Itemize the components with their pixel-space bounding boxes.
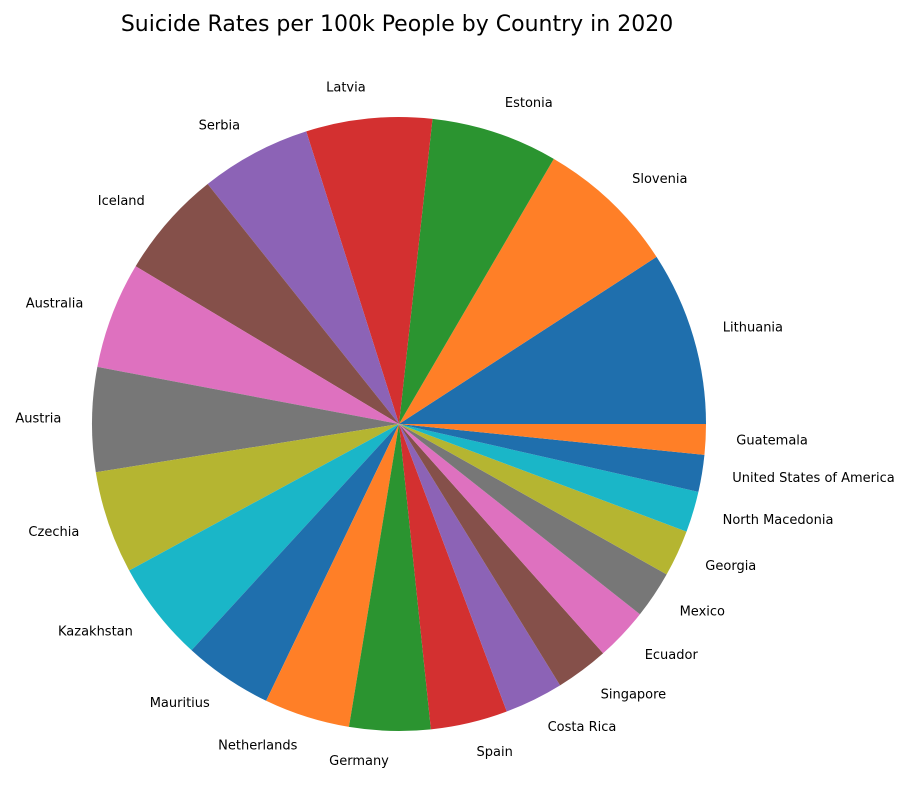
- chart-title: Suicide Rates per 100k People by Country…: [121, 12, 673, 37]
- slice-label-north-macedonia: North Macedonia: [723, 513, 834, 528]
- slice-label-latvia: Latvia: [326, 80, 366, 95]
- pie-slice-spain: [399, 424, 507, 730]
- slice-label-slovenia: Slovenia: [632, 172, 687, 187]
- pie-slice-estonia: [399, 118, 554, 424]
- pie-slice-netherlands: [266, 424, 399, 727]
- pie-slice-slovenia: [399, 158, 657, 424]
- slice-label-australia: Australia: [26, 297, 84, 312]
- pie-slice-czechia: [95, 424, 399, 571]
- pie-slice-mexico: [399, 424, 667, 615]
- slice-label-austria: Austria: [15, 412, 61, 427]
- pie-slice-united-states-of-america: [399, 424, 705, 492]
- slice-label-estonia: Estonia: [505, 96, 553, 111]
- pie-slice-iceland: [135, 183, 399, 424]
- pie-slice-germany: [348, 424, 431, 731]
- slice-label-iceland: Iceland: [98, 194, 145, 209]
- slice-label-netherlands: Netherlands: [218, 739, 297, 754]
- pie-slice-mauritius: [191, 424, 399, 701]
- pie-slice-lithuania: [399, 256, 706, 424]
- pie-slices: [92, 117, 706, 731]
- slice-label-united-states-of-america: United States of America: [732, 471, 894, 486]
- slice-label-kazakhstan: Kazakhstan: [58, 624, 133, 639]
- slice-label-mexico: Mexico: [680, 604, 725, 619]
- slice-label-spain: Spain: [477, 745, 513, 760]
- pie-slice-ecuador: [399, 424, 640, 654]
- pie-labels: Lithuania Slovenia Estonia Latvia Serbia Icel…: [15, 80, 894, 769]
- slice-label-ecuador: Ecuador: [645, 648, 699, 663]
- slice-label-georgia: Georgia: [705, 559, 756, 574]
- pie-slice-austria: [92, 366, 399, 473]
- slice-label-germany: Germany: [329, 754, 389, 769]
- slice-label-singapore: Singapore: [601, 687, 667, 702]
- slice-label-serbia: Serbia: [199, 119, 240, 134]
- pie-slice-australia: [97, 266, 399, 424]
- pie-slice-kazakhstan: [129, 424, 399, 651]
- slice-label-czechia: Czechia: [28, 525, 79, 540]
- pie-slice-singapore: [399, 424, 604, 686]
- slice-label-costa-rica: Costa Rica: [548, 720, 617, 735]
- slice-label-mauritius: Mauritius: [150, 696, 210, 711]
- slice-label-lithuania: Lithuania: [723, 321, 783, 336]
- pie-slice-latvia: [306, 117, 433, 424]
- pie-slice-costa-rica: [399, 424, 561, 712]
- pie-slice-north-macedonia: [399, 424, 699, 532]
- pie-slice-serbia: [207, 131, 399, 424]
- pie-slice-georgia: [399, 424, 687, 575]
- slice-label-guatemala: Guatemala: [736, 434, 808, 449]
- pie-slice-guatemala: [399, 424, 706, 455]
